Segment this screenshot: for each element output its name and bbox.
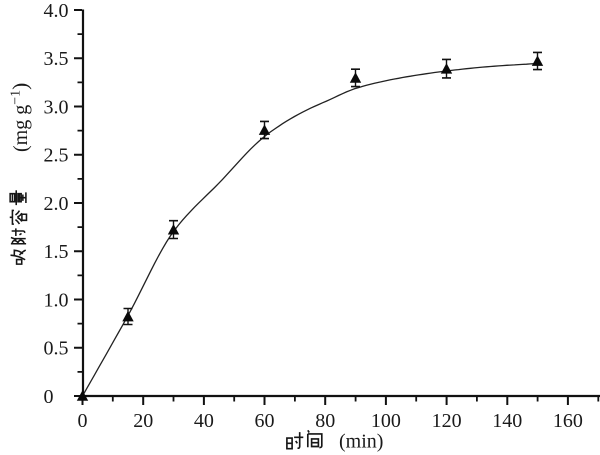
svg-text:20: 20 [133,410,153,432]
svg-text:60: 60 [255,410,275,432]
svg-text:0.5: 0.5 [44,338,69,360]
svg-text:(mg g−1): (mg g−1) [8,83,32,152]
svg-text:40: 40 [194,410,214,432]
svg-text:120: 120 [432,410,462,432]
svg-text:(min): (min) [339,430,383,452]
svg-text:4.0: 4.0 [44,0,69,22]
svg-text:0: 0 [78,410,88,432]
svg-text:1.5: 1.5 [44,241,69,263]
svg-text:0: 0 [44,386,54,408]
svg-text:3.5: 3.5 [44,48,69,70]
svg-text:3.0: 3.0 [44,96,69,118]
svg-text:80: 80 [315,410,335,432]
svg-text:160: 160 [553,410,583,432]
svg-text:100: 100 [371,410,401,432]
svg-text:2.0: 2.0 [44,193,69,215]
svg-text:1.0: 1.0 [44,289,69,311]
svg-text:2.5: 2.5 [44,145,69,167]
svg-text:140: 140 [492,410,522,432]
